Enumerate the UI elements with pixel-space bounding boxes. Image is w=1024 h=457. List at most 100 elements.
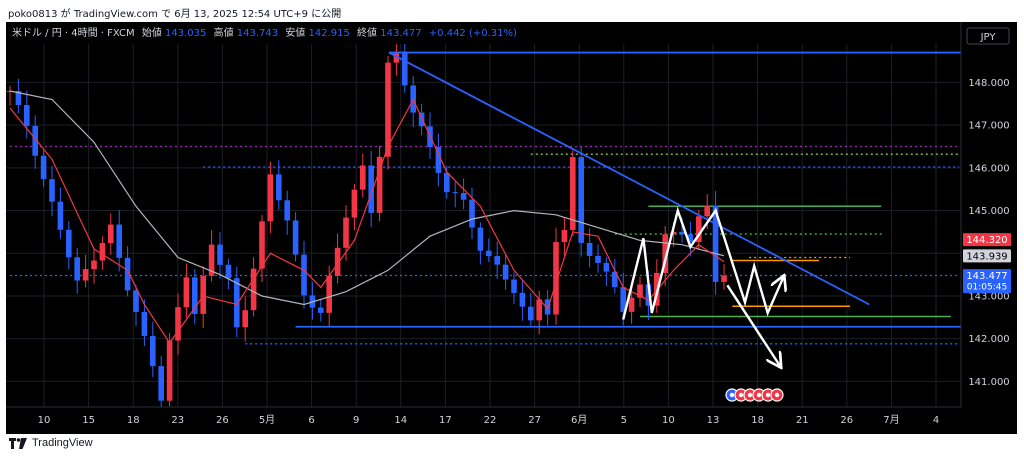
change-value: +0.442 (+0.31%): [429, 28, 517, 39]
candle-body: [292, 220, 299, 255]
x-tick-label: 7月: [883, 414, 899, 426]
footer: TradingView: [0, 434, 1024, 457]
candle-body: [57, 201, 64, 230]
candle-body: [133, 290, 139, 312]
candle-body: [494, 256, 500, 265]
x-tick-label: 14: [394, 415, 407, 426]
price-label-text: 143.939: [966, 251, 1007, 262]
candle-body: [561, 230, 568, 243]
price-axis[interactable]: JPY 148.000147.000146.000145.000144.0001…: [960, 22, 1017, 434]
x-tick-label: 5月: [259, 414, 275, 426]
time-axis[interactable]: 10 15 18 23 26 5月 6 9 14 17 22 27 6月 5 10 13 18 21 26 7月 4: [6, 406, 1017, 434]
candle-body: [553, 242, 559, 315]
candle-body: [334, 247, 341, 276]
candle-body: [477, 227, 484, 251]
currency-label[interactable]: JPY: [980, 32, 997, 43]
y-tick-label: 143.000: [968, 291, 1009, 302]
candle-body: [603, 262, 610, 272]
candle-body: [385, 62, 391, 157]
brand-name: TradingView: [32, 437, 93, 449]
scenario-zigzag: [622, 206, 783, 320]
chart-area[interactable]: 米ドル / 円 · 4時間 · FXCM 始値 143.035 高値 143.7…: [6, 22, 1017, 434]
event-icons[interactable]: [725, 388, 784, 402]
x-tick-label: 15: [82, 415, 95, 426]
x-tick-label: 9: [353, 415, 359, 426]
candle-body: [217, 244, 223, 265]
candle-body: [620, 287, 626, 312]
event-icon-center: [747, 392, 753, 398]
candle-body: [32, 125, 38, 156]
candle-body: [259, 221, 265, 269]
candle-body: [175, 307, 181, 341]
candle-body: [116, 224, 122, 258]
x-tick-label: 10: [662, 415, 675, 426]
low-label: 安値: [285, 26, 305, 39]
x-tick-label: 26: [840, 415, 853, 426]
candle-body: [721, 275, 727, 282]
x-tick-label: 6: [308, 415, 314, 426]
candle-body: [368, 165, 374, 213]
candle-body: [326, 275, 332, 313]
tradingview-logo-icon: [9, 437, 27, 449]
open-label: 始値: [142, 26, 162, 39]
candle-body: [687, 234, 694, 243]
price-label-countdown: 01:05:45: [967, 283, 1007, 293]
candle-body: [24, 105, 30, 126]
legend-bg: [6, 22, 1017, 44]
open-value: 143.035: [165, 28, 206, 39]
price-label: 144.320: [963, 233, 1011, 247]
candle-body: [200, 275, 206, 314]
candle-body: [486, 250, 492, 257]
y-tick-label: 141.000: [968, 377, 1009, 388]
candles: [7, 37, 727, 415]
candle-body: [645, 284, 652, 306]
price-label-text: 144.320: [966, 235, 1007, 246]
candlestick-chart[interactable]: 米ドル / 円 · 4時間 · FXCM 始値 143.035 高値 143.7…: [6, 22, 1017, 434]
close-label: 終値: [357, 26, 377, 39]
moving-averages: [9, 90, 725, 344]
price-label-bg: [963, 249, 1011, 263]
event-icon-center: [729, 392, 735, 398]
candle-body: [242, 310, 248, 328]
low-value: 142.915: [309, 28, 350, 39]
candle-body: [40, 155, 47, 180]
tradingview-brand[interactable]: TradingView: [9, 437, 93, 449]
grid: [6, 44, 961, 407]
y-tick-label: 145.000: [968, 206, 1009, 217]
publish-info: poko0813 が TradingView.com で 6月 13, 2025…: [8, 9, 342, 20]
candle-body: [528, 306, 534, 321]
candle-body: [435, 147, 442, 173]
candle-body: [192, 277, 198, 314]
candle-body: [49, 179, 55, 202]
currency-button[interactable]: [966, 27, 1010, 45]
x-tick-label: 13: [707, 415, 720, 426]
candle-body: [276, 174, 282, 201]
ohlc-legend: 米ドル / 円 · 4時間 · FXCM 始値 143.035 高値 143.7…: [12, 26, 517, 39]
price-label-text: 143.477: [966, 271, 1007, 282]
high-value: 143.743: [237, 28, 278, 39]
candle-body: [74, 257, 80, 281]
candle-body: [351, 189, 358, 218]
event-icon-center: [765, 392, 771, 398]
candle-body: [301, 254, 307, 296]
x-tick-label: 26: [216, 415, 229, 426]
candle-body: [519, 292, 526, 307]
price-label-bg: [963, 269, 1011, 294]
candle-body: [511, 279, 517, 293]
x-tick-label: 5: [621, 415, 627, 426]
candle-body: [284, 200, 290, 221]
scenario-down-arrow: [726, 284, 780, 366]
candle-body: [82, 269, 89, 281]
candle-body: [586, 242, 593, 256]
y-tick-label: 148.000: [968, 78, 1009, 89]
candle-body: [267, 174, 274, 222]
candle-body: [418, 112, 425, 127]
publish-header: poko0813 が TradingView.com で 6月 13, 2025…: [0, 0, 1024, 22]
candle-body: [595, 255, 601, 263]
x-tick-label: 6月: [571, 414, 587, 426]
candle-body: [225, 264, 232, 279]
candle-body: [183, 277, 190, 308]
slow-moving-average: [9, 90, 725, 306]
candle-body: [376, 156, 383, 213]
